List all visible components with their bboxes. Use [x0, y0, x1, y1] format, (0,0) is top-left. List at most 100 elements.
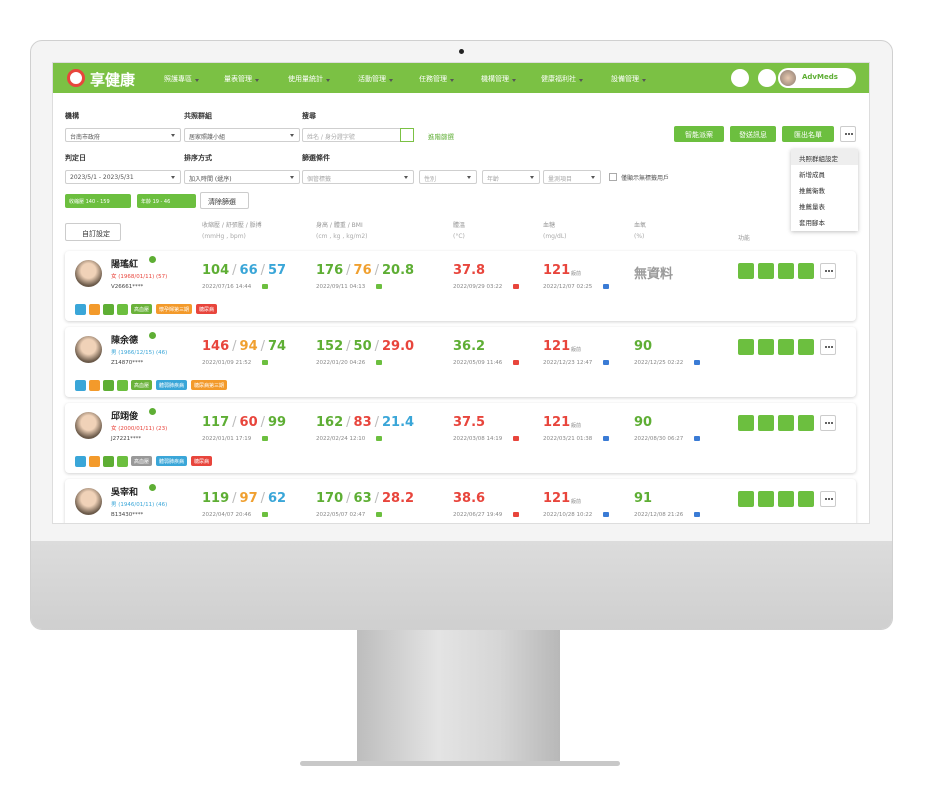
- search-button[interactable]: [400, 128, 414, 142]
- nav-menu-item[interactable]: 使用量統計: [288, 74, 335, 84]
- patient-info: 女 (1968/01/11) (57): [111, 274, 168, 280]
- settings-button[interactable]: 自訂設定: [65, 223, 121, 241]
- measure-value: 28.2: [382, 491, 415, 506]
- patient-name[interactable]: 陽瑤紅: [111, 260, 139, 270]
- measure-value: 117: [202, 415, 230, 430]
- clear-filter[interactable]: 清除篩選: [200, 192, 249, 209]
- checkbox[interactable]: [609, 173, 617, 181]
- contact-icon[interactable]: [103, 380, 114, 391]
- filter-input[interactable]: 台南市政府: [65, 128, 181, 142]
- nav-icon[interactable]: [758, 69, 776, 87]
- filter-input[interactable]: 加入時間 (遞序): [184, 170, 300, 184]
- column-title: 身高 / 體重 / BMI: [316, 222, 363, 229]
- contact-icon[interactable]: [117, 304, 128, 315]
- contact-icon[interactable]: [89, 304, 100, 315]
- more-button[interactable]: [820, 339, 836, 355]
- contact-icon[interactable]: [89, 456, 100, 467]
- function-button[interactable]: [778, 415, 794, 431]
- function-button[interactable]: [778, 491, 794, 507]
- contact-icon[interactable]: [89, 380, 100, 391]
- function-button[interactable]: [798, 339, 814, 355]
- menu-item[interactable]: 共照群組設定: [791, 149, 858, 165]
- menu-item[interactable]: 套用腳本: [799, 219, 825, 227]
- action-button[interactable]: 智能派案: [674, 126, 724, 142]
- function-button[interactable]: [758, 415, 774, 431]
- filter-select[interactable]: 性別: [419, 170, 477, 184]
- nav-menu-item[interactable]: 機構管理: [481, 74, 521, 84]
- function-button[interactable]: [778, 263, 794, 279]
- function-button[interactable]: [798, 263, 814, 279]
- function-button[interactable]: [738, 415, 754, 431]
- patient-card: 邱翊俊女 (2000/01/11) (23) J27221**** 117/60/9…: [65, 403, 856, 473]
- measure-value: 無資料: [634, 267, 674, 282]
- filter-chip[interactable]: 收縮壓 140 - 159: [65, 194, 131, 208]
- function-button[interactable]: [758, 263, 774, 279]
- column-title: 收縮壓 / 舒張壓 / 脈搏: [202, 222, 262, 229]
- filter-input[interactable]: 居家照護小組: [184, 128, 300, 142]
- separator: /: [374, 415, 380, 430]
- nav-menu-item[interactable]: 設備管理: [611, 74, 651, 84]
- measure-group: 170/63/28.2: [316, 491, 414, 506]
- measure-value: 121: [543, 339, 571, 354]
- filter-input[interactable]: 姓名 / 身分證字號: [302, 128, 414, 142]
- function-button[interactable]: [738, 263, 754, 279]
- separator: /: [346, 415, 351, 430]
- nav-menu-item[interactable]: 健康福利社: [541, 74, 588, 84]
- measure-note: 飯前: [571, 499, 582, 505]
- separator: /: [374, 339, 380, 354]
- function-button[interactable]: [758, 339, 774, 355]
- contact-icon[interactable]: [75, 380, 86, 391]
- nav-menu-item[interactable]: 活動管理: [358, 74, 398, 84]
- separator: /: [260, 491, 266, 506]
- icon: [262, 436, 268, 441]
- contact-icon[interactable]: [117, 380, 128, 391]
- patient-name[interactable]: 吳宰和: [111, 488, 139, 498]
- more-button[interactable]: [820, 491, 836, 507]
- filter-chip[interactable]: 年齡 19 - 46: [137, 194, 196, 208]
- measure-date: 2022/07/16 14:44: [202, 284, 252, 290]
- measure-value: 57: [268, 263, 287, 278]
- contact-icon[interactable]: [75, 456, 86, 467]
- more-button[interactable]: [840, 126, 856, 142]
- patient-id: B13430****: [111, 512, 144, 518]
- more-button[interactable]: [820, 415, 836, 431]
- user-menu[interactable]: AdvMeds: [778, 68, 856, 88]
- filter-select[interactable]: 量測項目: [543, 170, 601, 184]
- separator: /: [232, 339, 237, 354]
- action-button[interactable]: 匯出名單: [782, 126, 834, 142]
- nav-icon[interactable]: [731, 69, 749, 87]
- patient-name[interactable]: 邱翊俊: [111, 412, 139, 422]
- function-button[interactable]: [738, 339, 754, 355]
- filter-select[interactable]: 年齡: [482, 170, 540, 184]
- contact-icon[interactable]: [103, 456, 114, 467]
- icon: [603, 284, 609, 289]
- nav-menu-item[interactable]: 任務管理: [419, 74, 459, 84]
- patient-name[interactable]: 陳余德: [111, 336, 139, 346]
- more-button[interactable]: [820, 263, 836, 279]
- function-button[interactable]: [798, 415, 814, 431]
- patient-id: Z14870****: [111, 360, 144, 366]
- function-button[interactable]: [738, 491, 754, 507]
- function-button[interactable]: [778, 339, 794, 355]
- column-unit: (%): [634, 233, 645, 240]
- menu-item[interactable]: 推薦衛教: [799, 187, 825, 195]
- avatar: [75, 412, 102, 439]
- filter-input[interactable]: 個管標籤: [302, 170, 414, 184]
- contact-icon[interactable]: [75, 304, 86, 315]
- measure-value: 119: [202, 491, 230, 506]
- tag: 高血壓: [131, 304, 153, 314]
- measure-value: 37.5: [453, 415, 486, 430]
- menu-item[interactable]: 推薦量表: [799, 203, 825, 211]
- filter-input[interactable]: 2023/5/1 - 2023/5/31: [65, 170, 181, 184]
- function-button[interactable]: [798, 491, 814, 507]
- contact-icon[interactable]: [103, 304, 114, 315]
- measure-value: 21.4: [382, 415, 415, 430]
- advanced-filter[interactable]: 進階篩選: [428, 133, 454, 141]
- nav-menu-item[interactable]: 量表管理: [224, 74, 264, 84]
- contact-icon[interactable]: [117, 456, 128, 467]
- action-button[interactable]: 發送訊息: [730, 126, 776, 142]
- function-button[interactable]: [758, 491, 774, 507]
- nav-menu-item[interactable]: 照護專區: [164, 74, 204, 84]
- tag: 高血壓: [131, 456, 153, 466]
- menu-item[interactable]: 新增成員: [799, 171, 825, 179]
